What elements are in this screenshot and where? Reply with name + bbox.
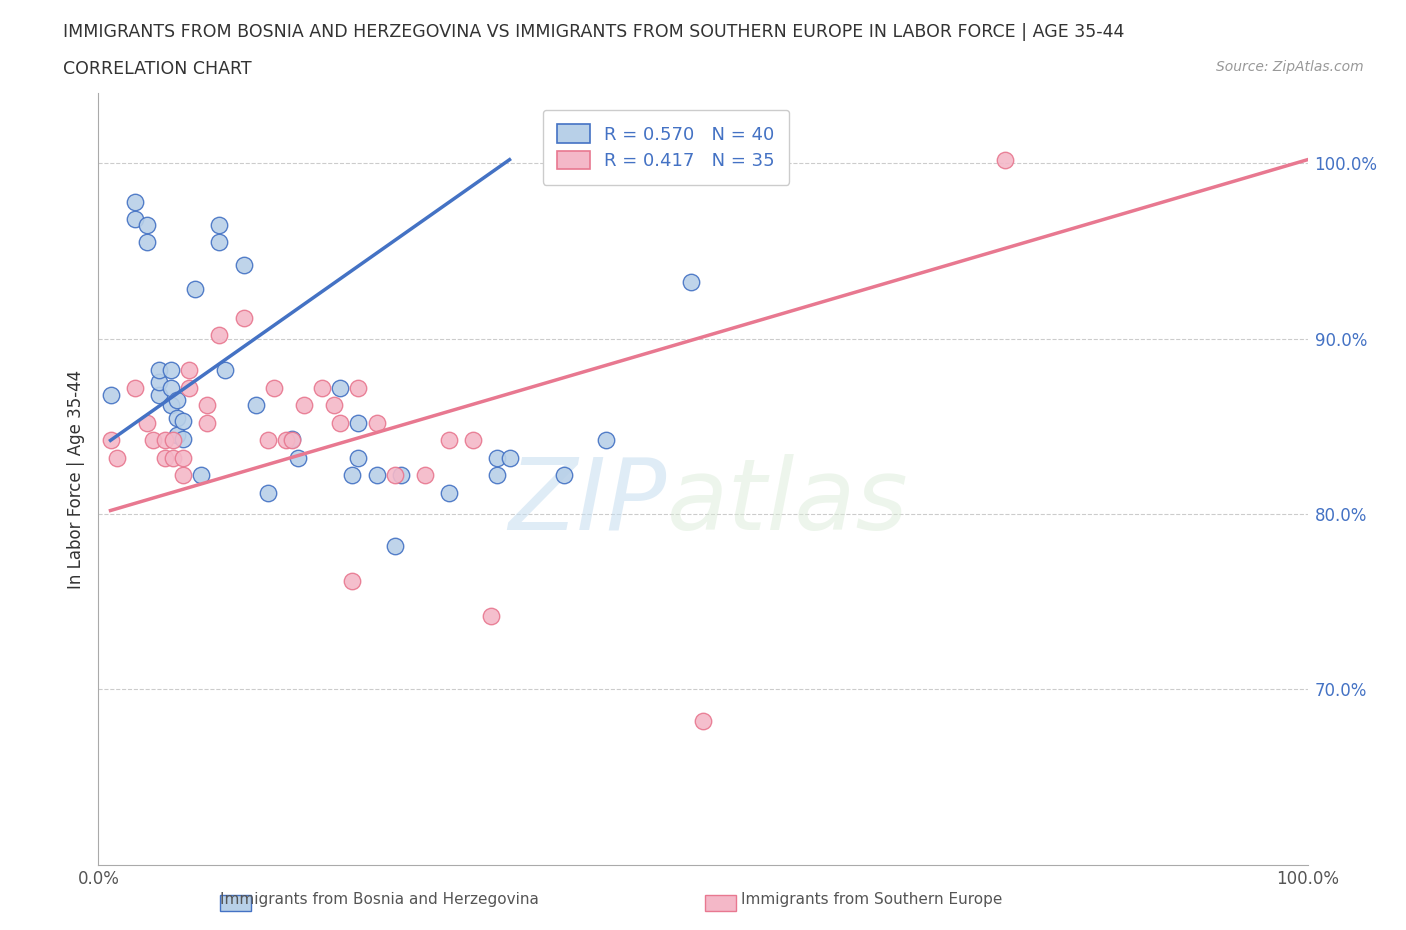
Point [148, 387, 170, 402]
Y-axis label: In Labor Force | Age 35-44: In Labor Force | Age 35-44 [66, 369, 84, 589]
Point [214, 363, 236, 378]
Point [172, 468, 194, 483]
Point [160, 363, 183, 378]
Text: Immigrants from Southern Europe: Immigrants from Southern Europe [741, 892, 1002, 907]
Point [166, 410, 188, 425]
Point [347, 450, 370, 465]
Point [195, 398, 218, 413]
Text: Source: ZipAtlas.com: Source: ZipAtlas.com [1216, 60, 1364, 74]
Point [245, 398, 267, 413]
Point [323, 398, 346, 413]
Point [384, 468, 406, 483]
Point [342, 468, 364, 483]
Point [124, 380, 146, 395]
Point [437, 485, 460, 500]
Text: Immigrants from Bosnia and Herzegovina: Immigrants from Bosnia and Herzegovina [221, 892, 538, 907]
Point [342, 573, 364, 588]
Point [692, 713, 714, 728]
Point [595, 433, 617, 448]
Point [135, 234, 157, 249]
Point [679, 275, 702, 290]
Point [994, 153, 1017, 167]
Text: CORRELATION CHART: CORRELATION CHART [63, 60, 252, 78]
Point [208, 234, 231, 249]
Point [195, 416, 218, 431]
Point [486, 468, 509, 483]
Point [384, 538, 406, 553]
Point [413, 468, 436, 483]
Point [366, 416, 388, 431]
Point [166, 428, 188, 443]
Point [172, 432, 194, 446]
Point [208, 217, 231, 232]
Point [281, 433, 304, 448]
Point [287, 450, 309, 465]
Point [172, 414, 194, 429]
Text: ZIP: ZIP [509, 454, 666, 551]
Point [135, 217, 157, 232]
Point [553, 468, 575, 483]
Point [366, 468, 388, 483]
Point [281, 432, 304, 446]
Point [329, 416, 352, 431]
Point [124, 212, 146, 227]
Point [292, 398, 315, 413]
Point [179, 363, 201, 378]
Point [179, 380, 201, 395]
Point [160, 398, 183, 413]
Point [389, 468, 412, 483]
Point [124, 194, 146, 209]
Point [347, 380, 370, 395]
Point [232, 310, 254, 325]
Point [190, 468, 212, 483]
Legend: R = 0.570   N = 40, R = 0.417   N = 35: R = 0.570 N = 40, R = 0.417 N = 35 [543, 110, 789, 184]
Point [347, 416, 370, 431]
Point [148, 363, 170, 378]
Point [481, 608, 503, 623]
Point [135, 416, 157, 431]
Point [100, 387, 122, 402]
Text: IMMIGRANTS FROM BOSNIA AND HERZEGOVINA VS IMMIGRANTS FROM SOUTHERN EUROPE IN LAB: IMMIGRANTS FROM BOSNIA AND HERZEGOVINA V… [63, 23, 1125, 41]
Point [437, 433, 460, 448]
Point [208, 327, 231, 342]
Bar [704, 895, 737, 911]
Bar [219, 895, 252, 911]
Point [153, 433, 176, 448]
Point [263, 380, 285, 395]
Point [153, 450, 176, 465]
Point [100, 433, 122, 448]
Point [160, 380, 183, 395]
Point [256, 433, 278, 448]
Point [172, 450, 194, 465]
Point [232, 258, 254, 272]
Point [311, 380, 333, 395]
Point [148, 375, 170, 390]
Point [329, 380, 352, 395]
Point [256, 485, 278, 500]
Point [162, 433, 184, 448]
Text: atlas: atlas [666, 454, 908, 551]
Point [162, 450, 184, 465]
Point [166, 392, 188, 407]
Point [274, 433, 297, 448]
Point [498, 450, 520, 465]
Point [105, 450, 128, 465]
Point [463, 433, 485, 448]
Point [486, 450, 509, 465]
Point [142, 433, 165, 448]
Point [184, 282, 207, 297]
